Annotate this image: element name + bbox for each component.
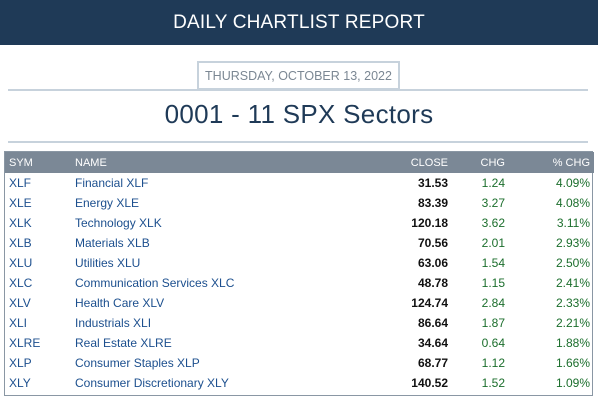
name-link[interactable]: Utilities XLU <box>75 256 141 270</box>
pct-change-value: 2.93% <box>555 236 590 250</box>
pct-change-value: 2.50% <box>555 256 590 270</box>
table-row: XLK Technology XLK 120.18 3.62 3.11% <box>5 213 594 233</box>
change-value: 2.84 <box>481 296 505 310</box>
close-value: 86.64 <box>417 316 448 330</box>
pct-change-value: 3.11% <box>556 216 590 230</box>
name-link[interactable]: Health Care XLV <box>75 296 165 310</box>
close-value: 140.52 <box>411 376 448 390</box>
close-value: 31.53 <box>417 176 448 190</box>
change-value: 1.54 <box>481 256 505 270</box>
symbol-link[interactable]: XLY <box>9 376 31 390</box>
change-value: 1.15 <box>481 276 505 290</box>
report-header-title: DAILY CHARTLIST REPORT <box>173 11 425 33</box>
close-value: 63.06 <box>417 256 448 270</box>
name-link[interactable]: Financial XLF <box>75 176 149 190</box>
name-link[interactable]: Communication Services XLC <box>75 276 235 290</box>
symbol-link[interactable]: XLF <box>9 176 32 190</box>
close-value: 48.78 <box>417 276 448 290</box>
symbol-link[interactable]: XLK <box>9 216 32 230</box>
close-value: 34.64 <box>417 336 448 350</box>
name-link[interactable]: Energy XLE <box>75 196 140 210</box>
name-link[interactable]: Consumer Discretionary XLY <box>75 376 229 390</box>
table-row: XLF Financial XLF 31.53 1.24 4.09% <box>5 173 594 193</box>
close-value: 68.77 <box>417 356 448 370</box>
pct-change-value: 2.41% <box>555 276 590 290</box>
change-value: 1.52 <box>481 376 505 390</box>
report-date: THURSDAY, OCTOBER 13, 2022 <box>197 61 400 90</box>
symbol-link[interactable]: XLE <box>9 196 32 210</box>
pct-change-value: 4.08% <box>555 196 590 210</box>
close-value: 120.18 <box>411 216 448 230</box>
column-header-sym[interactable]: SYM <box>9 156 33 169</box>
sector-table: SYM NAME CLOSE CHG % CHG XLF Financial XL… <box>5 152 594 393</box>
name-link[interactable]: Technology XLK <box>75 216 162 230</box>
change-value: 1.24 <box>481 176 505 190</box>
report-header: DAILY CHARTLIST REPORT <box>0 0 598 45</box>
table-row: XLE Energy XLE 83.39 3.27 4.08% <box>5 193 594 213</box>
close-value: 70.56 <box>417 236 448 250</box>
table-row: XLY Consumer Discretionary XLY 140.52 1.52 1… <box>5 373 594 393</box>
table-row: XLB Materials XLB 70.56 2.01 2.93% <box>5 233 594 253</box>
pct-change-value: 1.09% <box>555 376 590 390</box>
change-value: 0.64 <box>481 336 505 350</box>
symbol-link[interactable]: XLI <box>9 316 28 330</box>
column-header-close[interactable]: CLOSE <box>410 156 448 169</box>
symbol-link[interactable]: XLC <box>9 276 33 290</box>
pct-change-value: 1.88% <box>555 336 590 350</box>
divider-top <box>8 89 588 91</box>
table-row: XLRE Real Estate XLRE 34.64 0.64 1.88% <box>5 333 594 353</box>
change-value: 3.62 <box>481 216 505 230</box>
name-link[interactable]: Industrials XLI <box>75 316 152 330</box>
table-body: XLF Financial XLF 31.53 1.24 4.09% XLE Energy … <box>5 173 594 393</box>
column-header-pct-chg[interactable]: % CHG <box>552 156 590 169</box>
close-value: 83.39 <box>417 196 448 210</box>
page-title: 0001 - 11 SPX Sectors <box>164 99 434 129</box>
pct-change-value: 1.66% <box>555 356 590 370</box>
sector-table-container: SYM NAME CLOSE CHG % CHG XLF Financial XL… <box>4 151 594 396</box>
name-link[interactable]: Consumer Staples XLP <box>75 356 200 370</box>
symbol-link[interactable]: XLB <box>9 236 32 250</box>
column-header-chg[interactable]: CHG <box>480 156 505 169</box>
change-value: 1.12 <box>481 356 505 370</box>
change-value: 1.87 <box>481 316 505 330</box>
symbol-link[interactable]: XLU <box>9 256 33 270</box>
column-header-name[interactable]: NAME <box>75 156 107 169</box>
pct-change-value: 2.21% <box>555 316 590 330</box>
change-value: 2.01 <box>481 236 505 250</box>
name-link[interactable]: Real Estate XLRE <box>75 336 172 350</box>
table-row: XLP Consumer Staples XLP 68.77 1.12 1.66% <box>5 353 594 373</box>
symbol-link[interactable]: XLRE <box>9 336 41 350</box>
pct-change-value: 2.33% <box>555 296 590 310</box>
table-row: XLC Communication Services XLC 48.78 1.15 2.… <box>5 273 594 293</box>
table-row: XLI Industrials XLI 86.64 1.87 2.21% <box>5 313 594 333</box>
table-header-row: SYM NAME CLOSE CHG % CHG <box>5 152 594 173</box>
divider-bottom <box>8 141 588 143</box>
name-link[interactable]: Materials XLB <box>75 236 150 250</box>
close-value: 124.74 <box>411 296 448 310</box>
pct-change-value: 4.09% <box>555 176 590 190</box>
table-row: XLV Health Care XLV 124.74 2.84 2.33% <box>5 293 594 313</box>
symbol-link[interactable]: XLV <box>9 296 31 310</box>
table-row: XLU Utilities XLU 63.06 1.54 2.50% <box>5 253 594 273</box>
symbol-link[interactable]: XLP <box>9 356 32 370</box>
change-value: 3.27 <box>481 196 505 210</box>
